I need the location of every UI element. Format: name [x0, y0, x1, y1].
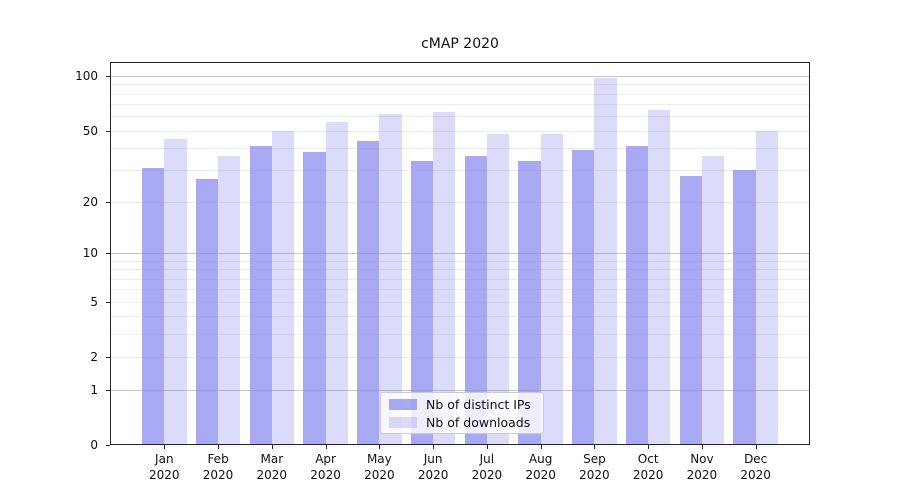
minor-gridline-50	[110, 130, 810, 132]
bar-ips-jul-2020	[464, 156, 487, 444]
bar-downloads-mar-2020	[271, 130, 295, 444]
bar-downloads-apr-2020	[325, 121, 348, 444]
major-gridline-1	[110, 389, 810, 391]
bar-downloads-feb-2020	[218, 156, 241, 444]
x-tick-label-sep: Sep 2020	[579, 452, 610, 482]
x-tick-mark-mar	[271, 445, 273, 449]
bar-ips-jun-2020	[410, 160, 434, 444]
bar-downloads-aug-2020	[540, 133, 563, 444]
bar-ips-apr-2020	[303, 152, 326, 444]
x-tick-label-jun: Jun 2020	[417, 452, 449, 482]
legend-item-downloads: Nb of downloads	[381, 415, 543, 430]
minor-gridline-90	[110, 84, 810, 86]
x-tick-mark-sep	[594, 445, 596, 449]
x-tick-label-mar: Mar 2020	[256, 452, 288, 482]
x-tick-mark-oct	[648, 445, 650, 449]
y-tick-mark-20	[106, 201, 110, 203]
y-tick-label-10: 10	[82, 246, 98, 261]
minor-gridline-6	[110, 289, 810, 291]
x-tick-label-dec: Dec 2020	[740, 452, 771, 482]
minor-gridline-5	[110, 301, 810, 303]
y-tick-mark-1	[106, 389, 110, 391]
chart-title: cMAP 2020	[421, 36, 499, 52]
bar-downloads-jan-2020	[164, 138, 187, 444]
x-tick-mark-feb	[218, 445, 220, 449]
x-tick-mark-jul	[486, 445, 488, 449]
y-tick-label-20: 20	[82, 194, 98, 209]
y-tick-mark-10	[106, 253, 110, 255]
x-tick-mark-nov	[701, 445, 703, 449]
minor-gridline-80	[110, 93, 810, 95]
bar-ips-aug-2020	[518, 160, 541, 444]
y-tick-label-0: 0	[90, 438, 98, 452]
x-tick-label-jan: Jan 2020	[149, 452, 180, 482]
bar-downloads-jun-2020	[433, 112, 456, 444]
bar-ips-may-2020	[357, 140, 380, 444]
legend-label-distinct-ips: Nb of distinct IPs	[426, 396, 531, 412]
minor-gridline-30	[110, 170, 810, 172]
minor-gridline-40	[110, 148, 810, 150]
bar-ips-jan-2020	[142, 167, 165, 444]
minor-gridline-60	[110, 116, 810, 118]
x-tick-label-nov: Nov 2020	[686, 452, 718, 482]
bar-ips-sep-2020	[572, 149, 595, 444]
minor-gridline-20	[110, 201, 810, 203]
x-tick-mark-dec	[755, 445, 757, 449]
bar-ips-nov-2020	[679, 175, 702, 444]
x-tick-label-feb: Feb 2020	[202, 452, 234, 482]
y-tick-label-1: 1	[90, 382, 98, 397]
minor-gridline-9	[110, 260, 810, 262]
y-tick-mark-100	[106, 75, 110, 77]
major-gridline-100	[110, 75, 810, 77]
minor-gridline-7	[110, 278, 810, 280]
y-tick-label-50: 50	[82, 123, 98, 138]
minor-gridline-8	[110, 269, 810, 271]
bar-ips-mar-2020	[249, 146, 272, 444]
bar-ips-dec-2020	[733, 170, 756, 444]
legend-label-downloads: Nb of downloads	[426, 414, 531, 430]
bar-downloads-jul-2020	[486, 133, 510, 444]
y-tick-mark-2	[106, 357, 110, 359]
y-tick-mark-0	[106, 445, 110, 446]
x-tick-label-jul: Jul 2020	[471, 452, 503, 482]
x-tick-mark-jun	[433, 445, 435, 449]
legend: Nb of distinct IPs Nb of downloads	[380, 392, 544, 434]
minor-gridline-2	[110, 357, 810, 359]
legend-item-distinct-ips: Nb of distinct IPs	[381, 397, 543, 412]
x-tick-mark-may	[379, 445, 381, 449]
y-tick-mark-50	[106, 130, 110, 132]
bar-ips-oct-2020	[625, 146, 649, 444]
minor-gridline-3	[110, 334, 810, 336]
y-tick-label-5: 5	[90, 294, 98, 309]
bar-downloads-oct-2020	[648, 109, 671, 444]
bar-downloads-may-2020	[379, 113, 402, 444]
minor-gridline-70	[110, 104, 810, 106]
bar-downloads-sep-2020	[594, 78, 617, 444]
x-tick-mark-jan	[164, 445, 166, 449]
x-tick-label-oct: Oct 2020	[632, 452, 664, 482]
bar-downloads-nov-2020	[701, 156, 725, 444]
x-tick-mark-apr	[325, 445, 327, 449]
bar-downloads-dec-2020	[755, 130, 778, 444]
legend-swatch-downloads	[389, 416, 417, 428]
x-tick-label-apr: Apr 2020	[310, 452, 341, 482]
y-tick-label-100: 100	[75, 68, 98, 83]
plot-area	[110, 62, 810, 445]
x-tick-label-may: May 2020	[364, 452, 395, 482]
minor-gridline-4	[110, 316, 810, 318]
legend-swatch-distinct-ips	[389, 398, 417, 410]
y-tick-mark-5	[106, 301, 110, 303]
x-tick-label-aug: Aug 2020	[525, 452, 556, 482]
y-tick-label-2: 2	[90, 350, 98, 365]
bar-ips-feb-2020	[195, 178, 219, 444]
major-gridline-10	[110, 253, 810, 255]
x-tick-mark-aug	[540, 445, 542, 449]
